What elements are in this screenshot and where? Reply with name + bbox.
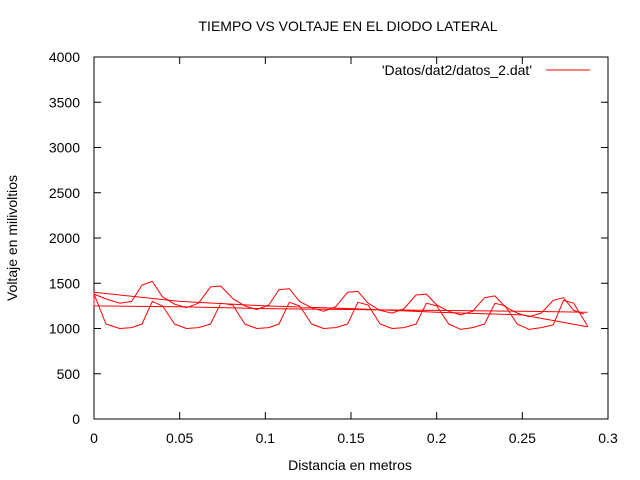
y-tick-label: 2500 [49, 185, 80, 201]
chart-title: TIEMPO VS VOLTAJE EN EL DIODO LATERAL [199, 18, 498, 34]
x-tick-label: 0.15 [337, 430, 364, 446]
y-axis-ticks: 0 500 1000 1500 2000 2500 3000 3500 4000 [49, 49, 608, 427]
x-axis-label: Distancia en metros [288, 457, 412, 473]
y-tick-label: 3500 [49, 94, 80, 110]
x-tick-label: 0.3 [598, 430, 618, 446]
y-tick-label: 3000 [49, 140, 80, 156]
series-line-2 [93, 280, 585, 318]
y-tick-label: 0 [72, 411, 80, 427]
y-tick-label: 1500 [49, 275, 80, 291]
x-tick-label: 0.05 [166, 430, 193, 446]
legend: 'Datos/dat2/datos_2.dat' [382, 62, 590, 78]
series-group [93, 280, 588, 330]
x-tick-label: 0.25 [509, 430, 536, 446]
x-tick-label: 0.1 [256, 430, 276, 446]
x-tick-label: 0 [90, 430, 98, 446]
y-tick-label: 1000 [49, 321, 80, 337]
y-tick-label: 500 [57, 366, 81, 382]
plot-area-frame [93, 56, 609, 420]
x-tick-label: 0.2 [427, 430, 447, 446]
series-line-1 [93, 291, 588, 330]
y-tick-label: 2000 [49, 230, 80, 246]
y-axis-label: Voltaje en milivoltios [4, 175, 20, 301]
y-tick-label: 4000 [49, 49, 80, 65]
x-axis-ticks: 0 0.05 0.1 0.15 0.2 0.25 0.3 [90, 57, 618, 446]
legend-entry-label: 'Datos/dat2/datos_2.dat' [382, 62, 532, 78]
